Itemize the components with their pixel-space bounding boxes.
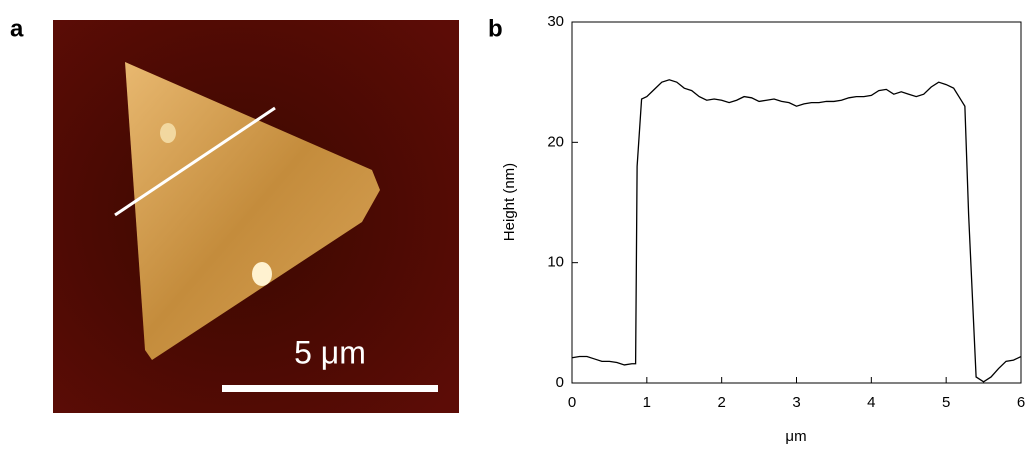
plot-frame [572,22,1021,383]
x-tick-label: 3 [792,394,800,411]
x-axis-label: μm [785,428,806,445]
y-tick-label: 30 [547,13,564,30]
y-tick-label: 10 [547,254,564,271]
panel-label: b [488,15,503,42]
x-tick-label: 0 [568,394,576,411]
panel-label: a [10,15,24,42]
x-tick-label: 4 [867,394,875,411]
profile-line-plot [572,80,1021,382]
x-tick-label: 6 [1017,394,1025,411]
y-tick-label: 20 [547,133,564,150]
scale-bar-label: 5 μm [294,334,366,370]
y-axis-label: Height (nm) [501,163,518,241]
page: a 5 μm b μm Height (nm) 01234560102030 (… [0,0,1031,448]
x-tick-label: 5 [942,394,950,411]
particle [252,262,272,286]
scale-bar [222,385,438,392]
x-tick-label: 1 [643,394,651,411]
figure: a 5 μm b μm Height (nm) 0 1 2 3 4 5 6 0 10 20 30 [0,0,1031,448]
x-tick-label: 2 [717,394,725,411]
y-tick-label: 0 [556,374,564,391]
particle [160,123,176,143]
